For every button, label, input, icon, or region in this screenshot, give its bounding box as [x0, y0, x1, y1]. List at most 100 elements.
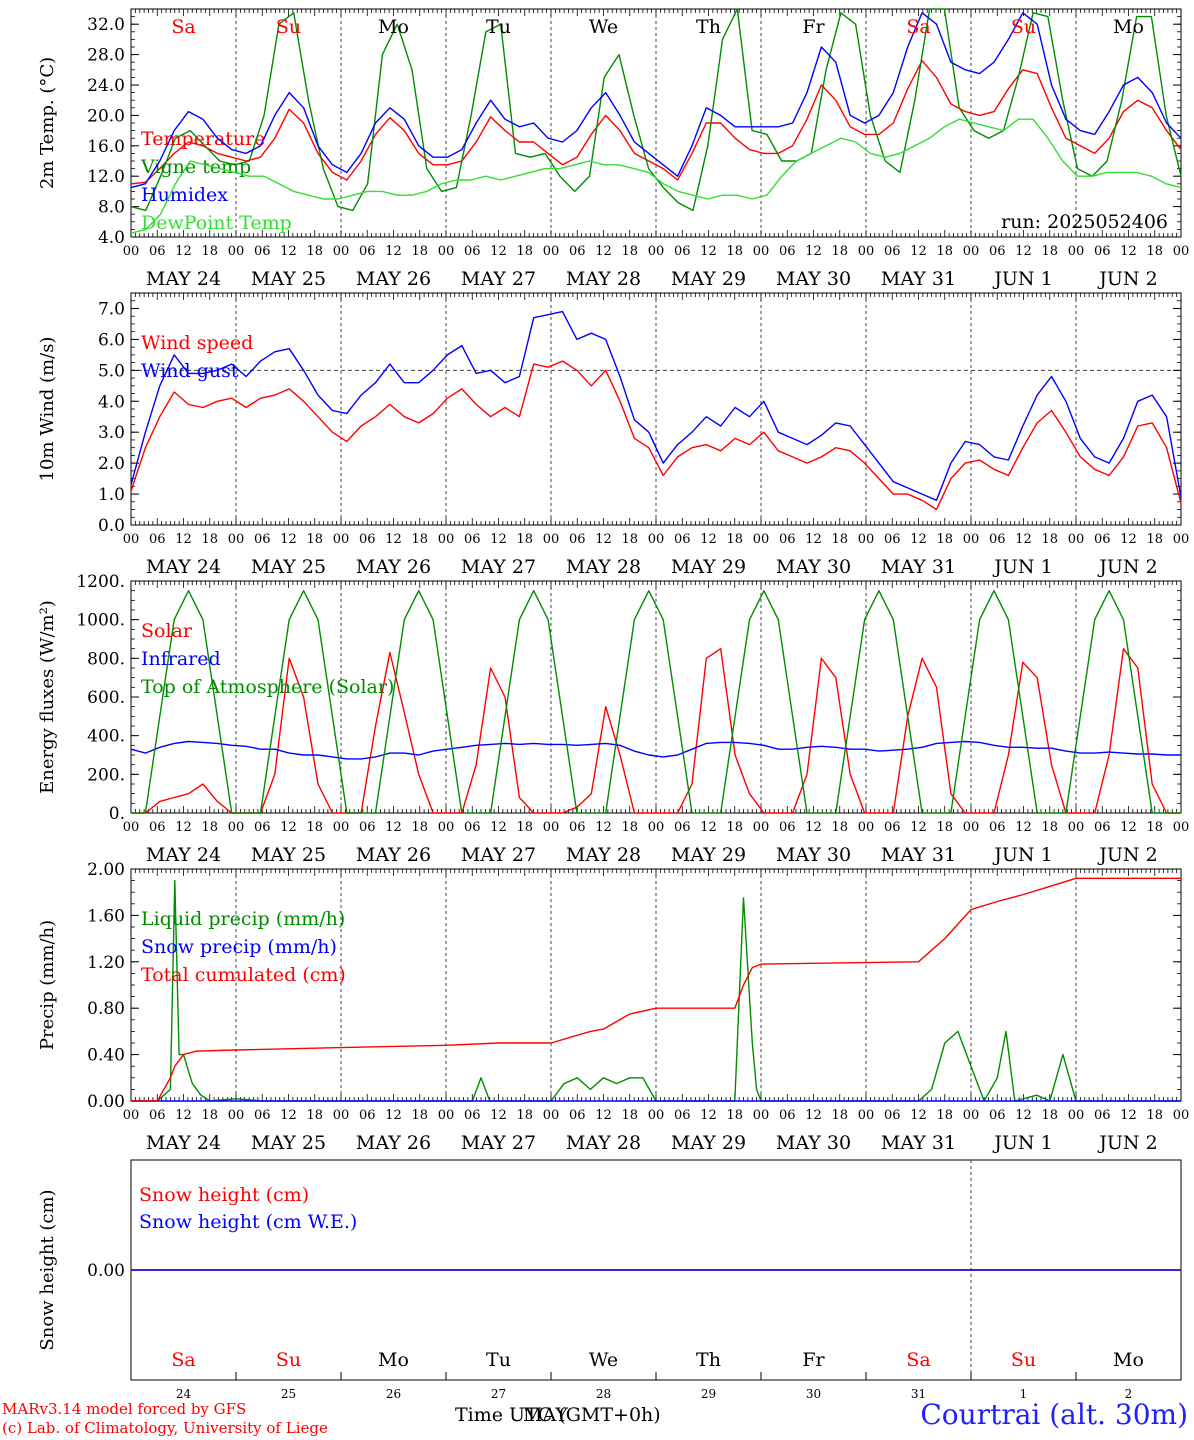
panel-1: 4.0 8.0 12.0 16.0 20.0 24.0 28.0 32.0 2m Temp. (…	[37, 8, 1190, 290]
hour-label: 00	[1173, 532, 1190, 547]
hour-label: 00	[963, 244, 980, 259]
hour-label: 12	[595, 820, 612, 835]
hour-label: 06	[779, 244, 796, 259]
hour-label: 12	[385, 1108, 402, 1123]
date-label: MAY 30	[776, 1132, 851, 1154]
y-axis-label: 2m Temp. (°C)	[37, 57, 58, 189]
hour-label: 18	[201, 1108, 218, 1123]
series-line-1-1	[130, 60, 1182, 185]
hour-label: 18	[516, 532, 533, 547]
hour-label: 00	[648, 1108, 665, 1123]
hour-label: 12	[280, 1108, 297, 1123]
y-tick-label: 2.00	[87, 860, 125, 880]
hour-label: 06	[254, 1108, 271, 1123]
legend-entry: Liquid precip (mm/h)	[141, 908, 345, 930]
hour-label: 00	[1068, 820, 1085, 835]
hour-label: 00	[1173, 244, 1190, 259]
day-number-label: 24	[176, 1387, 192, 1401]
hour-label: 18	[1041, 244, 1058, 259]
day-number-label: 30	[806, 1387, 821, 1401]
hour-label: 06	[1094, 820, 1111, 835]
day-number-label: 31	[911, 1387, 926, 1401]
hour-label: 12	[490, 244, 507, 259]
hour-label: 12	[700, 532, 717, 547]
hour-label: 18	[726, 532, 743, 547]
hour-label: 12	[280, 244, 297, 259]
hour-label: 00	[333, 244, 350, 259]
date-label: MAY 27	[461, 1132, 536, 1154]
weekday-label: Su	[276, 16, 301, 38]
hour-label: 00	[123, 820, 140, 835]
day-number-label: 25	[281, 1387, 296, 1401]
weekday-label: Tu	[486, 16, 511, 38]
hour-label: 06	[989, 1108, 1006, 1123]
panel-3: 0. 200. 400. 600. 800. 1000. 1200. Energy fluxe…	[37, 572, 1189, 866]
hour-label: 00	[228, 1108, 245, 1123]
y-tick-label: 8.0	[98, 198, 125, 218]
hour-label: 12	[910, 1108, 927, 1123]
hour-label: 00	[438, 1108, 455, 1123]
hour-label: 06	[884, 244, 901, 259]
date-label: MAY 28	[566, 268, 641, 290]
legend-entry: Snow height (cm W.E.)	[139, 1211, 357, 1233]
weekday-label: Mo	[378, 1349, 409, 1371]
weekday-label: Mo	[378, 16, 409, 38]
date-label: MAY 29	[671, 268, 746, 290]
legend-entry: Temperature	[141, 128, 265, 150]
y-tick-label: 32.0	[87, 15, 125, 35]
weekday-label: Th	[696, 1349, 721, 1371]
hour-label: 06	[779, 532, 796, 547]
date-label: MAY 28	[566, 844, 641, 866]
legend-entry: Top of Atmosphere (Solar)	[141, 676, 394, 698]
hour-label: 06	[989, 820, 1006, 835]
y-axis-label: Energy fluxes (W/m²)	[37, 600, 58, 794]
date-label: JUN 2	[1097, 1132, 1157, 1154]
hour-label: 06	[254, 244, 271, 259]
legend-entry: Vigne temp	[140, 156, 251, 178]
date-label: MAY 26	[356, 1132, 431, 1154]
hour-label: 18	[1146, 1108, 1163, 1123]
hour-label: 12	[490, 532, 507, 547]
hour-label: 00	[543, 532, 560, 547]
hour-label: 06	[674, 532, 691, 547]
hour-label: 18	[831, 1108, 848, 1123]
weekday-label: Sa	[171, 16, 195, 38]
weekday-label: Su	[1011, 1349, 1036, 1371]
date-label: MAY 26	[356, 844, 431, 866]
hour-label: 06	[569, 1108, 586, 1123]
date-label: JUN 1	[992, 844, 1052, 866]
y-tick-label: 400.	[87, 727, 125, 747]
hour-label: 00	[333, 532, 350, 547]
hour-label: 06	[149, 1108, 166, 1123]
series-line-3-2	[130, 740, 1181, 760]
hour-label: 12	[1015, 532, 1032, 547]
date-label: MAY 24	[146, 556, 221, 578]
hour-label: 18	[1041, 532, 1058, 547]
hour-label: 18	[201, 820, 218, 835]
legend-entry: Total cumulated (cm)	[141, 964, 346, 986]
hour-label: 06	[884, 1108, 901, 1123]
hour-label: 00	[858, 532, 875, 547]
hour-label: 00	[858, 244, 875, 259]
weekday-label: We	[589, 16, 618, 38]
hour-label: 18	[306, 244, 323, 259]
hour-label: 00	[228, 244, 245, 259]
hour-label: 12	[175, 244, 192, 259]
day-number-label: 2	[1125, 1387, 1133, 1401]
hour-label: 06	[1094, 1108, 1111, 1123]
date-label: MAY 30	[776, 268, 851, 290]
y-tick-label: 800.	[87, 649, 125, 669]
date-label: MAY 29	[671, 556, 746, 578]
date-label: MAY 27	[461, 556, 536, 578]
y-tick-label: 0.00	[87, 1261, 125, 1281]
weekday-label: Th	[696, 16, 721, 38]
series-line-2-1	[130, 360, 1182, 511]
panel-4: 0.00 0.40 0.80 1.20 1.60 2.00 Precip (mm/h) Liq…	[37, 860, 1189, 1154]
hour-label: 12	[280, 532, 297, 547]
hour-label: 00	[1173, 1108, 1190, 1123]
station-name: Courtrai (alt. 30m)	[920, 1398, 1188, 1431]
legend-entry: DewPoint Temp	[141, 212, 292, 234]
y-tick-label: 7.0	[98, 299, 125, 319]
date-label: MAY 25	[251, 268, 326, 290]
date-label: MAY 24	[146, 1132, 221, 1154]
